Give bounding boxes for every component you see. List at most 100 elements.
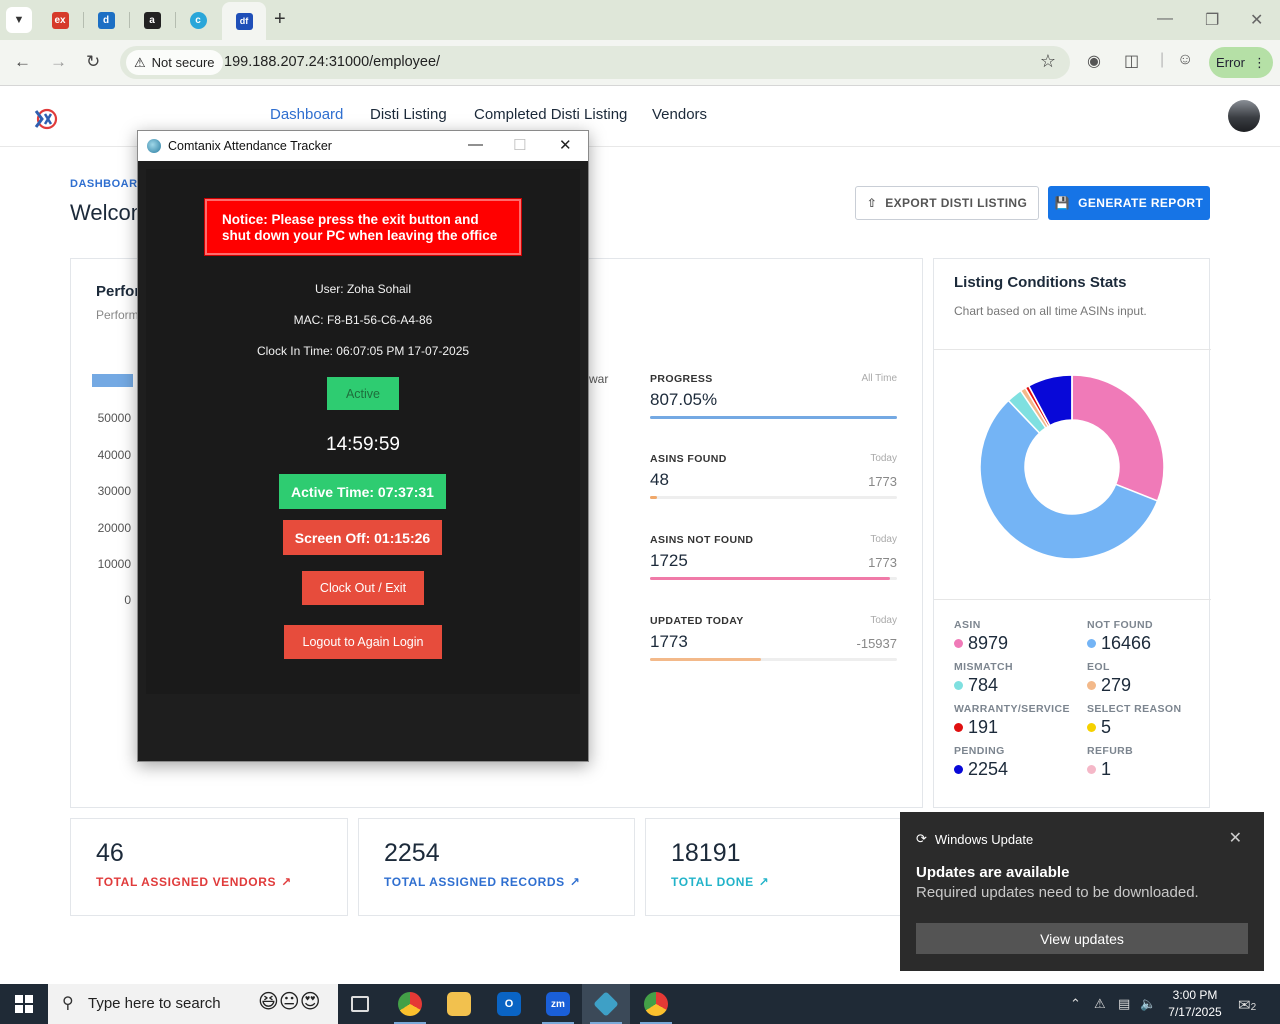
- legend-select-reason[interactable]: SELECT REASON 5: [1087, 703, 1217, 738]
- volume-icon[interactable]: 🔈: [1140, 996, 1157, 1011]
- clock-out-exit-button[interactable]: Clock Out / Exit: [302, 571, 424, 605]
- listing-subtitle: Chart based on all time ASINs input.: [954, 304, 1147, 318]
- more-menu-icon: ⋮: [1252, 54, 1266, 70]
- outlook-icon[interactable]: O: [485, 984, 533, 1024]
- taskbar-search[interactable]: ⚲ Type here to search 😆😐😍: [48, 984, 338, 1024]
- view-updates-button[interactable]: View updates: [916, 923, 1248, 954]
- legend-category: MISMATCH: [954, 661, 1013, 673]
- status-badge: Active: [327, 377, 399, 410]
- nav-completed-disti-listing[interactable]: Completed Disti Listing: [474, 106, 628, 123]
- y-tick: 0: [124, 593, 131, 607]
- file-explorer-icon[interactable]: [435, 984, 483, 1024]
- bookmark-star-icon[interactable]: ☆: [1039, 51, 1056, 71]
- emoji-highlight-icon[interactable]: 😆😐😍: [258, 991, 321, 1013]
- tab-amazon[interactable]: a: [132, 7, 172, 33]
- network-icon[interactable]: ▤: [1118, 996, 1131, 1011]
- legend-warranty-service[interactable]: WARRANTY/SERVICE 191: [954, 703, 1084, 738]
- tab-search-button[interactable]: ▼: [6, 7, 32, 33]
- close-icon[interactable]: ✕: [1250, 12, 1264, 29]
- page-title: Welcon: [70, 200, 143, 225]
- windows-update-notification: ⟳ Windows Update ✕ Updates are available…: [900, 812, 1264, 971]
- toast-header: ⟳ Windows Update: [916, 831, 1033, 847]
- restore-icon[interactable]: ❐: [1205, 12, 1220, 29]
- kpi-label: TOTAL DONE: [671, 875, 754, 889]
- profile-icon[interactable]: ☺: [1177, 51, 1194, 68]
- url-text[interactable]: 199.188.207.24:31000/employee/: [224, 54, 441, 70]
- listing-conditions-card: Listing Conditions Stats Chart based on …: [933, 258, 1211, 808]
- forward-icon[interactable]: →: [50, 52, 67, 71]
- windows-start-icon[interactable]: [15, 995, 33, 1013]
- close-icon[interactable]: ✕: [1228, 830, 1242, 847]
- kpi-value: 2254: [384, 839, 440, 867]
- security-warning-icon[interactable]: ⚠: [1094, 996, 1106, 1011]
- app-logo-icon[interactable]: [33, 105, 59, 131]
- donut-slice-not-found[interactable]: [979, 399, 1159, 560]
- progress-fill: [650, 658, 762, 661]
- kpi-card-vendors: 46 TOTAL ASSIGNED VENDORS ↗: [70, 818, 348, 916]
- address-bar[interactable]: ⚠ Not secure 199.188.207.24:31000/employ…: [120, 46, 1070, 79]
- kpi-link[interactable]: TOTAL DONE ↗: [671, 875, 769, 889]
- legend-pending[interactable]: PENDING 2254: [954, 745, 1084, 780]
- tracker-titlebar[interactable]: Comtanix Attendance Tracker — ☐ ✕: [138, 131, 588, 161]
- extensions-icon[interactable]: ◫: [1124, 53, 1140, 70]
- close-icon[interactable]: ✕: [559, 137, 572, 154]
- attendance-tracker-window: Comtanix Attendance Tracker — ☐ ✕ Notice…: [137, 130, 589, 762]
- legend-dot: [1087, 639, 1096, 648]
- df-favicon-icon: df: [235, 12, 253, 30]
- toolbar-divider: |: [1160, 51, 1165, 68]
- tab-strip: ▼ ex d a c df + — ❐ ✕: [0, 0, 1280, 40]
- reload-icon[interactable]: ↻: [86, 52, 101, 71]
- legend-value: 2254: [968, 759, 1009, 779]
- stat-period: Today: [870, 534, 897, 545]
- generate-report-button[interactable]: 💾 GENERATE REPORT: [1048, 186, 1210, 220]
- legend-not-found[interactable]: NOT FOUND 16466: [1087, 619, 1217, 654]
- kpi-link[interactable]: TOTAL ASSIGNED RECORDS ↗: [384, 875, 580, 889]
- taskbar-clock[interactable]: 3:00 PM 7/17/2025: [1160, 987, 1230, 1021]
- kpi-link[interactable]: TOTAL ASSIGNED VENDORS ↗: [96, 875, 292, 889]
- minimize-icon[interactable]: —: [468, 136, 483, 153]
- zoom-icon[interactable]: zm: [534, 984, 582, 1024]
- tab-c[interactable]: c: [178, 7, 218, 33]
- external-link-icon: ↗: [569, 875, 581, 889]
- update-icon: ⟳: [916, 831, 927, 846]
- avatar[interactable]: [1228, 100, 1260, 132]
- breadcrumb[interactable]: DASHBOARD: [70, 178, 146, 190]
- chevron-up-icon[interactable]: ⌃: [1070, 996, 1081, 1011]
- nav-dashboard[interactable]: Dashboard: [270, 106, 344, 123]
- task-view-icon[interactable]: [336, 984, 384, 1024]
- minimize-icon[interactable]: —: [1157, 10, 1173, 27]
- maximize-icon[interactable]: ☐: [513, 137, 527, 154]
- progress-bar: [650, 416, 897, 419]
- nav-vendors[interactable]: Vendors: [652, 106, 708, 123]
- logout-button[interactable]: Logout to Again Login: [284, 625, 442, 659]
- listing-donut-chart[interactable]: [979, 374, 1165, 560]
- export-disti-listing-button[interactable]: ⇧ EXPORT DISTI LISTING: [855, 186, 1039, 220]
- chrome-profile-icon[interactable]: [632, 984, 680, 1024]
- legend-refurb[interactable]: REFURB 1: [1087, 745, 1217, 780]
- legend-value: 784: [968, 675, 999, 695]
- notification-center-icon[interactable]: ✉2: [1238, 997, 1257, 1014]
- translate-icon[interactable]: ◉: [1087, 53, 1101, 70]
- nav-disti-listing[interactable]: Disti Listing: [370, 106, 447, 123]
- legend-eol[interactable]: EOL 279: [1087, 661, 1217, 696]
- amazon-favicon-icon: a: [143, 11, 161, 29]
- tab-ex[interactable]: ex: [40, 7, 80, 33]
- legend-category: EOL: [1087, 661, 1110, 673]
- kpi-label: TOTAL ASSIGNED VENDORS: [96, 875, 277, 889]
- tab-d[interactable]: d: [86, 7, 126, 33]
- legend-asin[interactable]: ASIN 8979: [954, 619, 1084, 654]
- security-chip[interactable]: ⚠ Not secure: [126, 50, 223, 75]
- chrome-icon[interactable]: [386, 984, 434, 1024]
- back-icon[interactable]: ←: [14, 52, 31, 71]
- screen-off-display: Screen Off: 01:15:26: [283, 520, 442, 555]
- stat-total: -15937: [856, 636, 897, 651]
- donut-slice-asin[interactable]: [1071, 374, 1165, 502]
- chart-legend-swatch[interactable]: [92, 374, 133, 387]
- ex-favicon-icon: ex: [51, 11, 69, 29]
- error-chip[interactable]: Error ⋮: [1209, 47, 1273, 78]
- kpi-value: 46: [96, 839, 124, 867]
- legend-mismatch[interactable]: MISMATCH 784: [954, 661, 1084, 696]
- attendance-tracker-taskbar-icon[interactable]: [582, 984, 630, 1024]
- new-tab-button[interactable]: +: [274, 8, 286, 30]
- tab-active-df[interactable]: df: [222, 2, 266, 40]
